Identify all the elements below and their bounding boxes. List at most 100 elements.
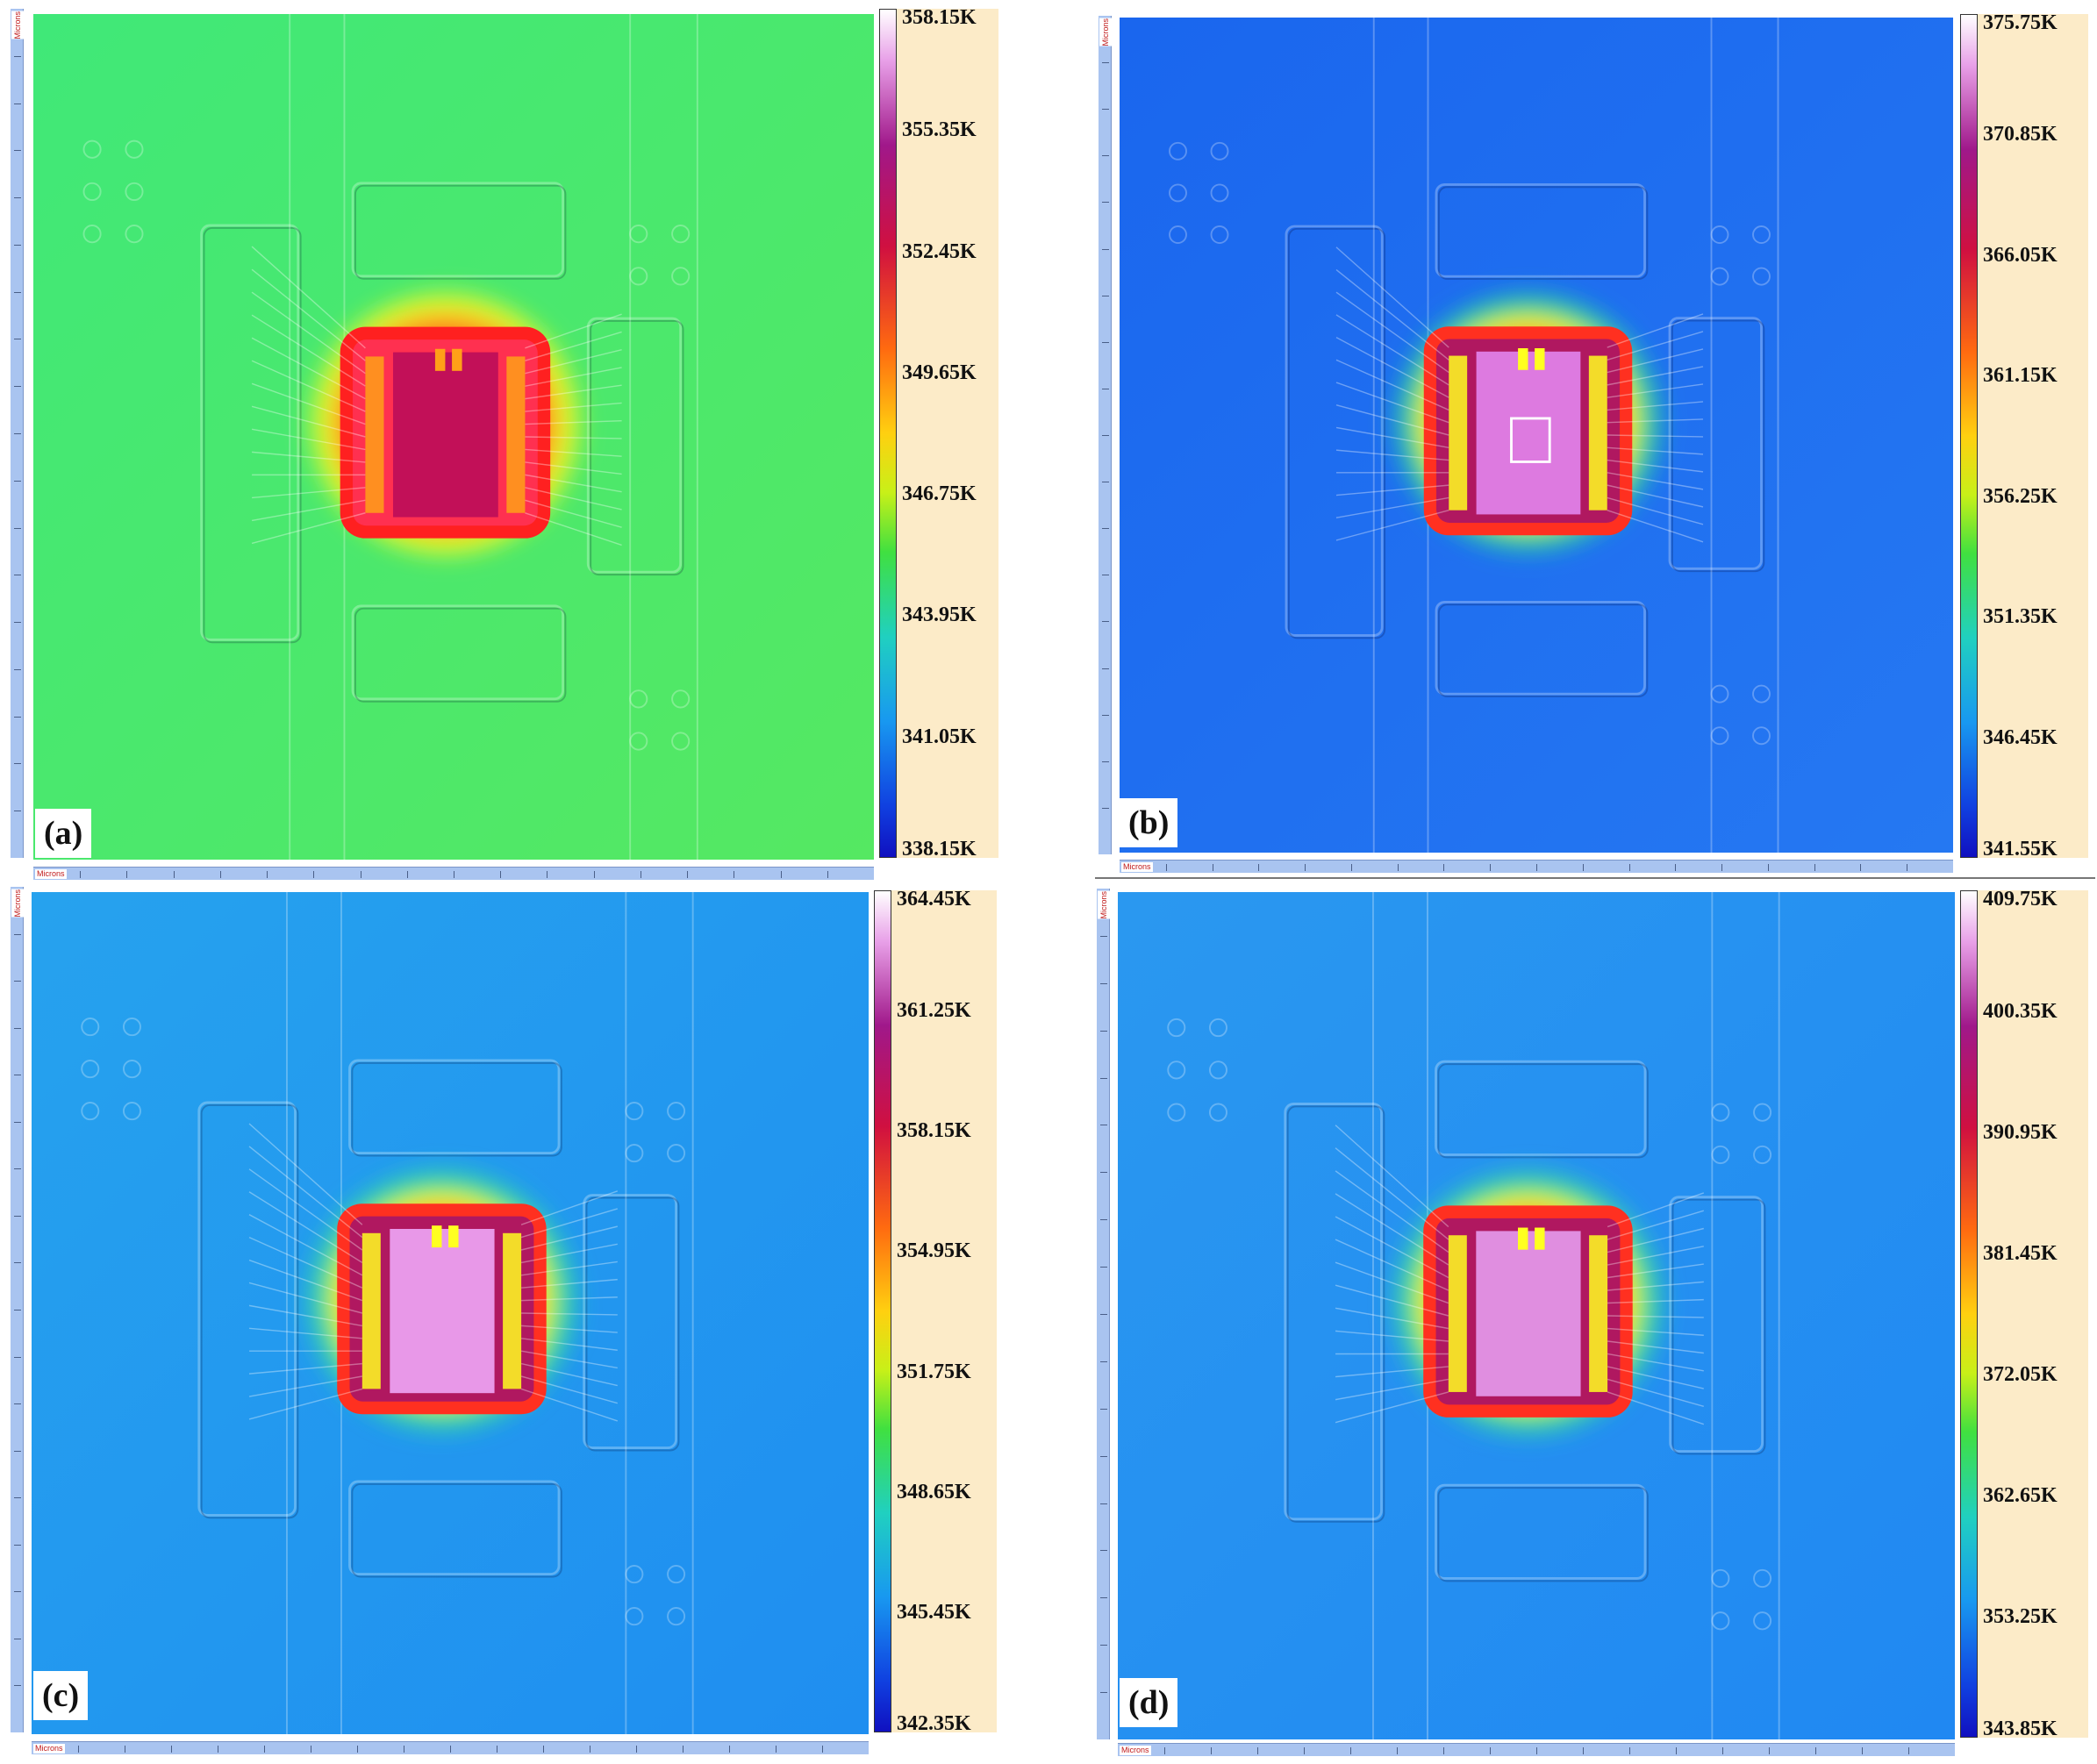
bond-wire <box>248 1214 363 1276</box>
ruler-label: Microns <box>1120 1746 1151 1755</box>
legend-label: 354.95K <box>897 1239 971 1263</box>
chip-die <box>1476 351 1581 515</box>
bond-wire <box>248 1168 363 1251</box>
color-bar <box>1960 14 1978 858</box>
pad-shadow <box>1287 227 1386 639</box>
bond-wire <box>1607 1210 1705 1240</box>
bond-wire <box>1335 404 1449 436</box>
via-dot <box>1752 225 1771 244</box>
bond-wire <box>525 367 622 387</box>
via-dot <box>671 267 691 286</box>
via-dot <box>1752 684 1771 703</box>
via-dot <box>122 1060 141 1079</box>
pad-shadow <box>1671 1198 1766 1455</box>
lead-column-left <box>1449 355 1468 511</box>
via-dot <box>671 225 691 244</box>
bond-wire <box>252 487 366 499</box>
legend-label: 341.05K <box>902 725 977 748</box>
via-dot <box>1210 183 1229 203</box>
pad-outline <box>200 224 300 641</box>
legend-label: 390.95K <box>1983 1120 2058 1144</box>
pad-shadow <box>351 1061 562 1157</box>
bond-wire <box>520 1362 618 1387</box>
bond-wire <box>525 331 622 361</box>
bond-wire <box>251 405 366 438</box>
bond-wire <box>251 246 366 349</box>
bond-wire <box>520 1190 619 1225</box>
bond-wire <box>1335 509 1449 541</box>
pad-outline <box>1435 600 1646 696</box>
via-dot <box>1753 1103 1772 1122</box>
legend-label: 353.25K <box>1983 1605 2058 1628</box>
via-dot <box>1710 267 1729 286</box>
bond-wire <box>248 1236 363 1289</box>
legend-label: 343.95K <box>902 603 977 627</box>
color-bar <box>874 890 891 1732</box>
bond-wire <box>1335 291 1449 374</box>
panel-tag: (b) <box>1120 798 1178 847</box>
legend-label: 366.05K <box>1983 243 2058 267</box>
pad-shadow <box>1437 1063 1649 1159</box>
pad-shadow <box>200 1103 299 1519</box>
thermal-map <box>1118 892 1955 1739</box>
bond-wire <box>251 428 366 451</box>
bond-wire <box>248 1375 362 1397</box>
pad-shadow <box>585 1196 680 1452</box>
pad-outline <box>348 1480 561 1576</box>
via-dot <box>1210 225 1229 244</box>
bond-wire <box>1607 1353 1704 1372</box>
pad-shadow <box>1437 186 1649 280</box>
via-dot <box>1711 1103 1730 1122</box>
bond-wire <box>1607 1340 1704 1354</box>
thermal-map <box>33 14 874 860</box>
pad-shadow <box>1671 319 1765 573</box>
legend-label: 343.85K <box>1983 1718 2058 1740</box>
bond-wire <box>1607 1263 1704 1279</box>
ruler-label: Microns <box>11 11 25 39</box>
die-pad <box>432 1225 442 1248</box>
thermal-map <box>32 892 869 1734</box>
bond-wire <box>1607 1281 1704 1291</box>
color-scale-legend: 409.75K 400.35K 390.95K 381.45K 372.05K 362.6… <box>1960 889 2088 1740</box>
via-dot <box>1753 1611 1772 1631</box>
die-pad <box>452 348 462 371</box>
via-dot <box>1710 684 1729 703</box>
bond-wire <box>520 1375 618 1404</box>
via-dot <box>667 1607 686 1626</box>
thermal-panel-c: Microns Microns 364.45K 361.25K 358.15K 354… <box>0 882 1035 1764</box>
via-dot <box>625 1565 644 1584</box>
bond-wire <box>1335 314 1449 386</box>
bond-wire <box>520 1388 619 1422</box>
thermal-map <box>1120 18 1953 853</box>
die-pad <box>448 1225 459 1248</box>
thermal-panel-d: Microns Microns 409.75K 400.35K 390.95K 381… <box>1088 882 2097 1764</box>
ruler-label: Microns <box>1098 891 1111 919</box>
horizontal-ruler: Microns <box>33 867 874 880</box>
bond-wire <box>520 1261 618 1276</box>
via-dot <box>1169 141 1187 161</box>
bond-wire <box>248 1123 363 1225</box>
thermal-panel-b: Microns Microns 375.75K 370.85K 366.05K 361… <box>1088 0 2097 886</box>
color-scale-legend: 358.15K 355.35K 352.45K 349.65K 346.75K 343.9… <box>879 7 998 861</box>
via-dot <box>667 1565 686 1584</box>
bond-wire <box>1335 1391 1449 1424</box>
vertical-ruler: Microns <box>11 9 25 858</box>
bond-wire <box>1607 401 1704 411</box>
legend-label: 351.35K <box>1983 605 2058 629</box>
bond-wire <box>1335 246 1449 348</box>
pad-outline <box>1435 1060 1647 1156</box>
via-dot <box>671 689 691 709</box>
via-dot <box>81 1102 100 1121</box>
via-dot <box>667 1102 686 1121</box>
chip-die <box>1476 1231 1581 1396</box>
via-dot <box>1753 1568 1772 1589</box>
bond-wire <box>1607 434 1704 438</box>
bond-wire <box>1607 1315 1704 1318</box>
pad-shadow <box>590 319 684 576</box>
legend-label: 349.65K <box>902 361 977 384</box>
die-pad <box>1535 1227 1545 1250</box>
bond-wire <box>1335 1125 1449 1228</box>
legend-label: 338.15K <box>902 838 977 861</box>
via-dot <box>629 689 648 709</box>
via-dot <box>1710 225 1729 244</box>
